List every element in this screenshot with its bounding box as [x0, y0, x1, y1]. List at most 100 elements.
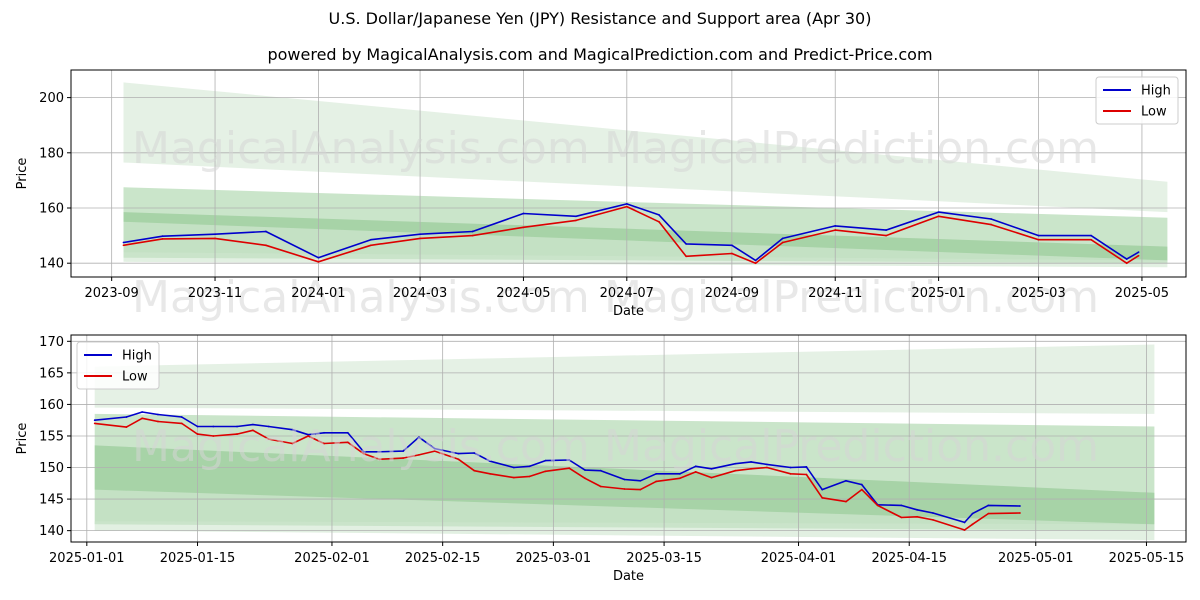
data-point-low — [1137, 254, 1140, 257]
data-point-low — [876, 504, 879, 507]
data-point-low — [916, 515, 919, 518]
data-point-high — [180, 416, 183, 418]
data-point-low — [685, 255, 688, 258]
data-point-high — [212, 425, 215, 428]
watermark-prediction: MagicalPrediction.com — [604, 123, 1099, 174]
legend: High Low — [76, 341, 160, 390]
x-tick-label: 2025-05-15 — [1109, 551, 1185, 566]
data-point-high — [765, 463, 768, 466]
data-point-low — [378, 458, 381, 461]
x-tick-label: 2024-03 — [393, 286, 447, 301]
data-point-low — [212, 435, 215, 437]
data-point-low — [990, 223, 993, 226]
data-point-high — [418, 436, 420, 439]
data-point-low — [125, 426, 128, 429]
data-point-high — [625, 202, 628, 205]
data-point-high — [141, 411, 144, 413]
data-point-low — [655, 480, 658, 483]
x-tick-label: 2025-05-01 — [998, 551, 1074, 566]
data-point-high — [512, 466, 515, 469]
data-point-low — [317, 260, 320, 263]
data-point-low — [196, 433, 199, 435]
data-point-low — [141, 417, 144, 420]
data-point-high — [789, 466, 792, 469]
data-point-low — [710, 476, 713, 479]
data-point-low — [805, 473, 808, 476]
data-point-high — [679, 472, 681, 475]
data-point-high — [971, 512, 974, 515]
data-point-low — [1125, 262, 1128, 265]
data-point-low — [860, 488, 863, 491]
data-point-low — [937, 215, 940, 218]
data-point-high — [730, 244, 733, 247]
data-point-high — [323, 431, 325, 434]
data-point-high — [251, 423, 254, 426]
data-point-high — [433, 447, 436, 450]
y-tick-label: 170 — [39, 335, 64, 350]
data-point-low — [157, 420, 159, 423]
y-axis-label: Price — [15, 423, 30, 455]
data-point-high — [658, 214, 660, 216]
data-point-high — [125, 416, 128, 418]
data-point-high — [522, 212, 525, 215]
data-point-low — [623, 488, 626, 490]
data-point-low — [658, 220, 660, 223]
data-point-low — [750, 467, 752, 470]
data-point-high — [963, 521, 966, 524]
data-point-low — [161, 238, 164, 240]
data-point-high — [370, 238, 372, 241]
data-point-high — [1019, 505, 1021, 507]
data-point-low — [346, 441, 349, 444]
x-tick-label: 2024-07 — [600, 286, 654, 301]
data-point-low — [821, 496, 824, 499]
chart-panel-1: MagicalAnalysis.com MagicalPrediction.com… — [15, 69, 1187, 323]
data-point-high — [267, 425, 270, 428]
x-tick-label: 2025-05 — [1115, 286, 1169, 301]
data-point-low — [323, 442, 325, 445]
x-tick-label: 2025-01-01 — [49, 551, 125, 566]
data-point-low — [307, 435, 310, 437]
data-point-high — [1090, 234, 1093, 237]
data-point-low — [93, 422, 96, 425]
data-point-low — [734, 469, 737, 472]
data-point-high — [990, 218, 993, 220]
data-point-high — [346, 431, 349, 434]
series-line-low — [94, 417, 1020, 531]
data-point-high — [734, 462, 737, 465]
data-point-low — [754, 262, 757, 265]
data-point-low — [575, 219, 577, 222]
axes-frame — [70, 69, 1187, 278]
data-point-low — [900, 516, 903, 519]
data-point-high — [1037, 234, 1040, 237]
data-point-high — [471, 230, 474, 233]
data-point-low — [639, 488, 642, 491]
data-point-high — [599, 469, 602, 472]
x-tick-label: 2025-03-15 — [626, 551, 702, 566]
data-point-low — [730, 252, 733, 255]
band-support-inner — [94, 445, 1155, 531]
data-point-high — [821, 488, 824, 491]
watermark-prediction-lower: MagicalPrediction.com — [604, 272, 1099, 323]
chart-title: U.S. Dollar/Japanese Yen (JPY) Resistanc… — [328, 9, 872, 28]
series-line-high — [94, 411, 1020, 524]
series-line-high — [123, 203, 1140, 262]
data-point-high — [937, 211, 940, 214]
data-point-high — [457, 452, 460, 455]
legend-label-high: High — [1141, 84, 1171, 99]
plot-area — [71, 70, 1186, 277]
data-point-low — [781, 241, 784, 244]
x-tick-label: 2025-02-15 — [405, 551, 481, 566]
x-tick-label: 2023-11 — [188, 286, 242, 301]
x-tick-label: 2025-01-15 — [160, 551, 236, 566]
data-point-high — [157, 413, 159, 416]
data-point-low — [528, 475, 531, 478]
data-point-low — [987, 512, 990, 515]
data-point-high — [754, 259, 757, 262]
data-point-high — [845, 479, 847, 482]
series-line-low — [123, 205, 1140, 264]
chart-panel-2: MagicalAnalysis.com MagicalPrediction.com… — [15, 334, 1187, 584]
data-point-low — [370, 244, 372, 247]
data-point-low — [584, 477, 586, 480]
data-point-low — [522, 226, 525, 229]
data-point-low — [694, 471, 697, 473]
